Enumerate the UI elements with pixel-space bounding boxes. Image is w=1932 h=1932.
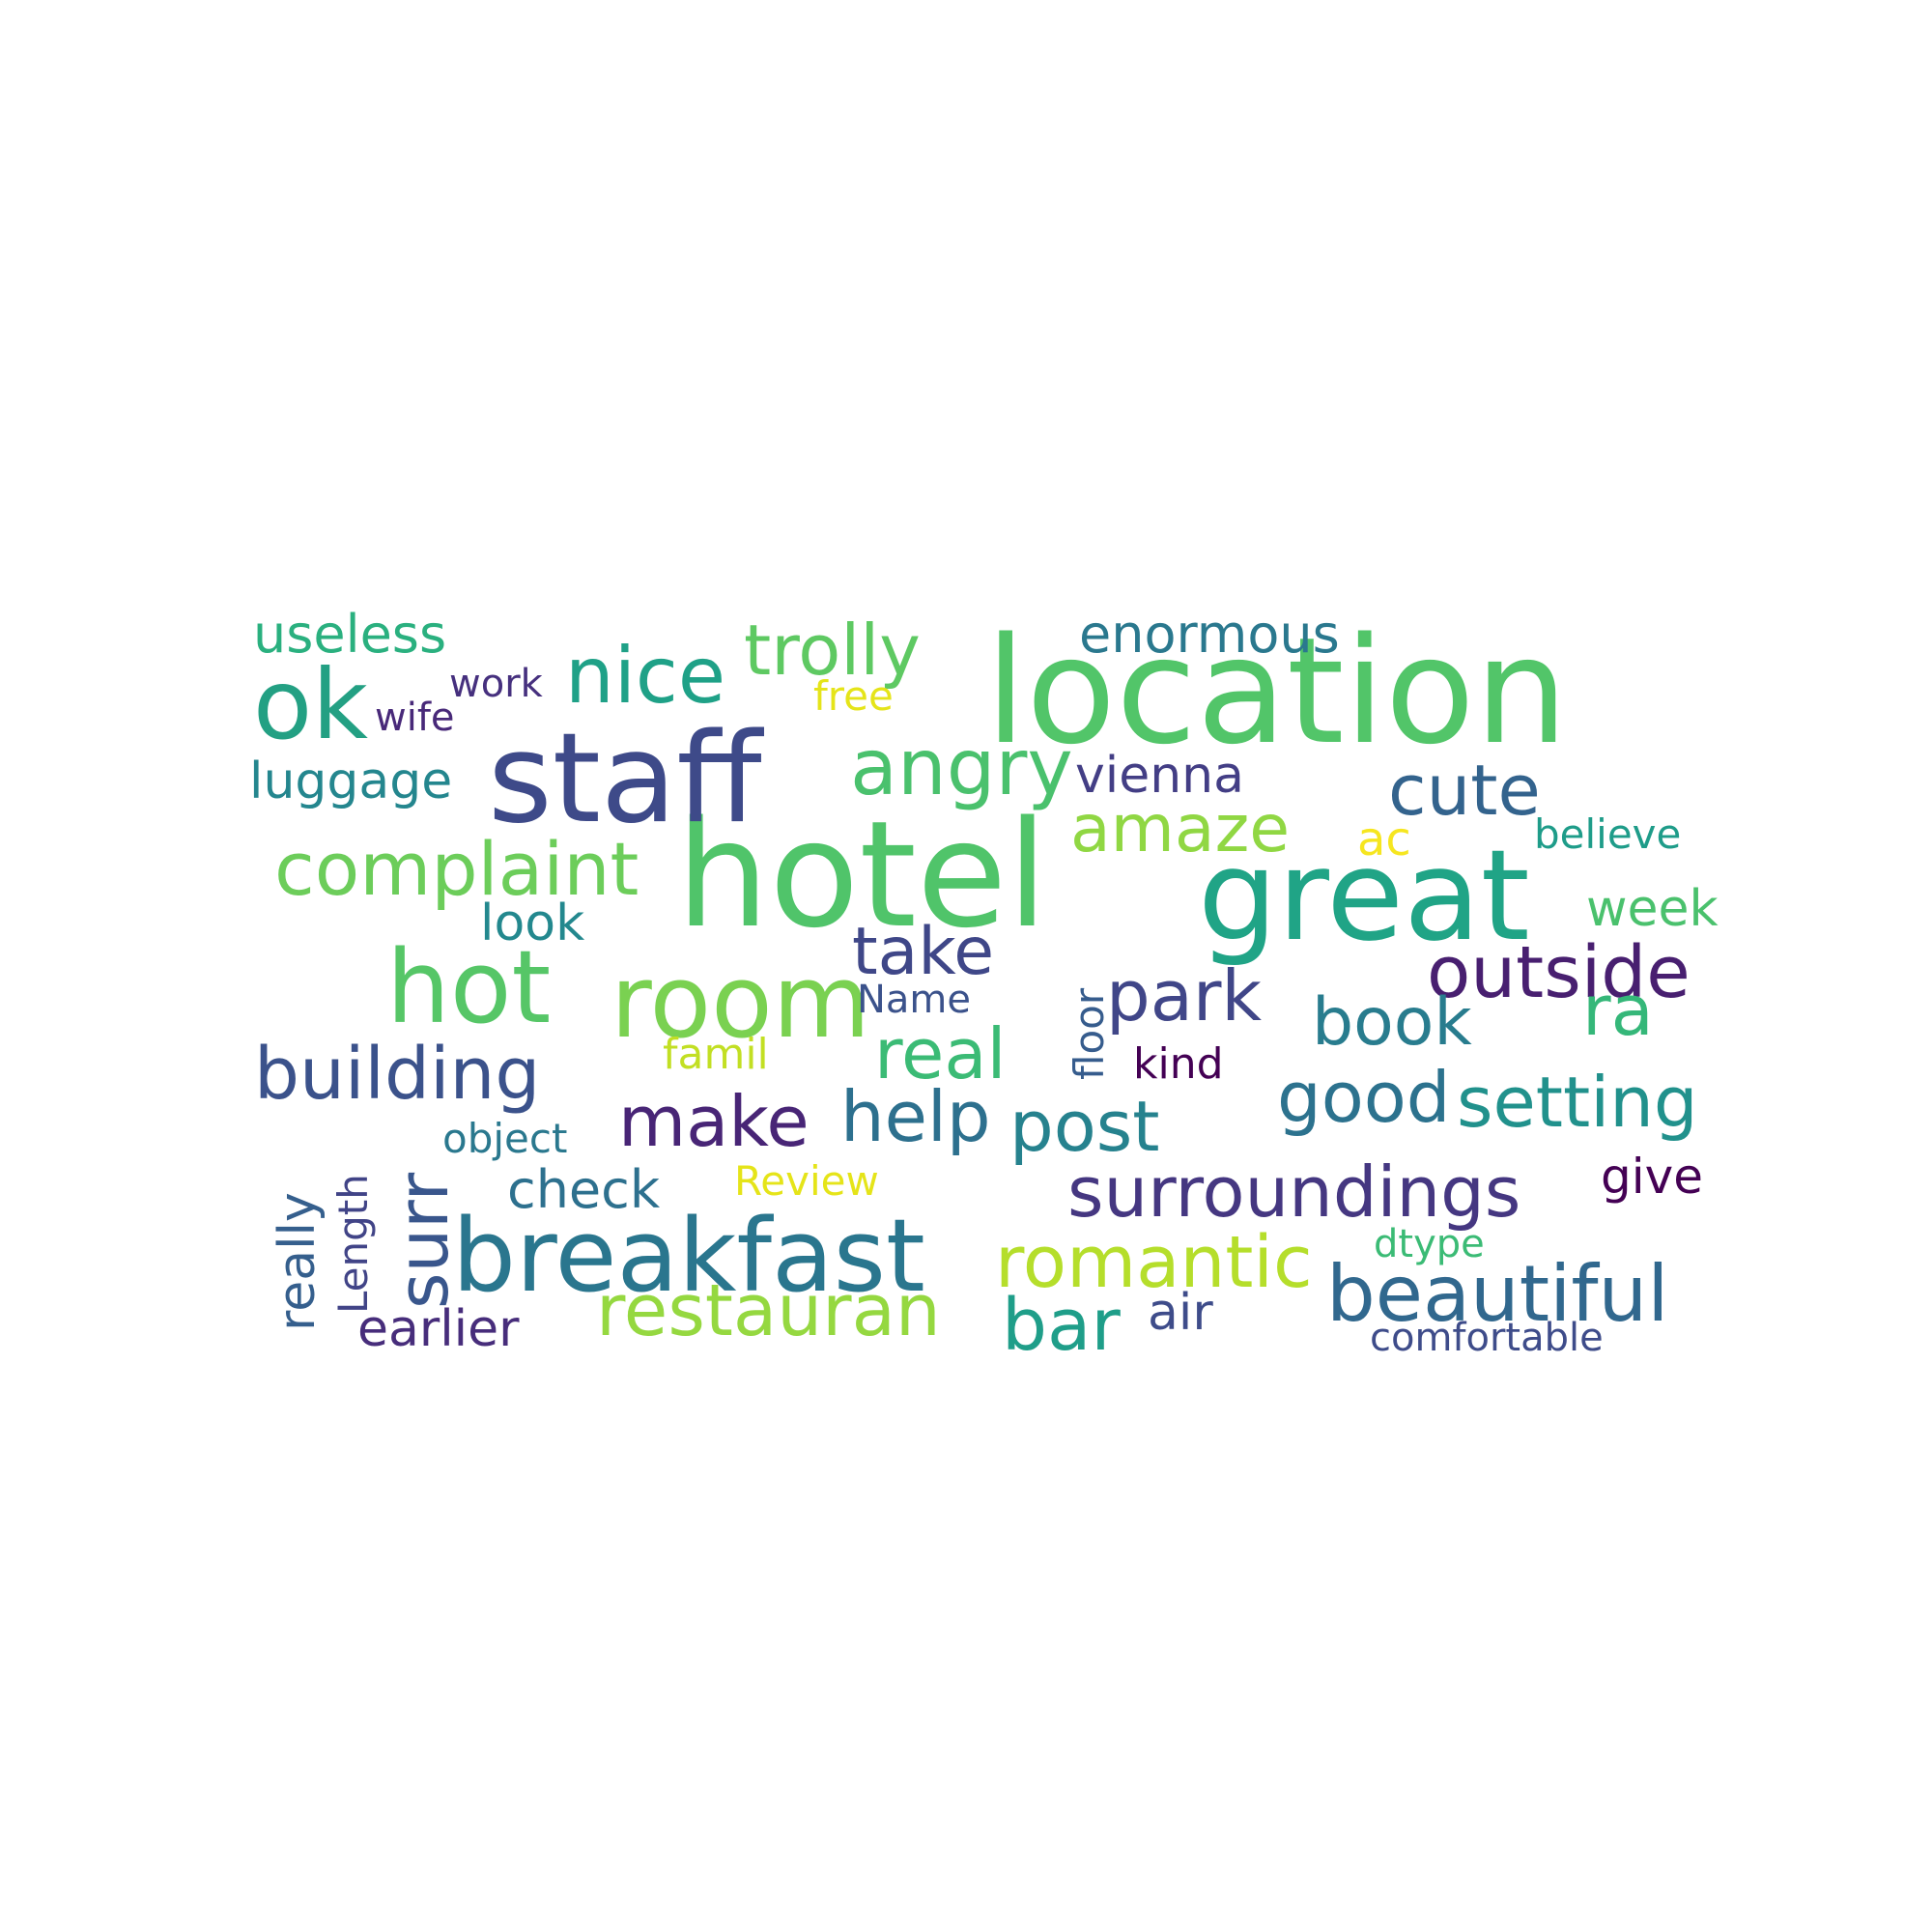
word-air: air [1148, 1284, 1213, 1342]
word-floor: floor [1065, 987, 1113, 1080]
word-room: room [611, 943, 871, 1061]
word-building: building [254, 1033, 541, 1116]
word-location: location [985, 606, 1569, 777]
word-hotel: hotel [676, 789, 1048, 960]
word-wife: wife [375, 696, 455, 740]
word-work: work [449, 662, 543, 706]
word-look: look [480, 895, 585, 952]
word-hot: hot [386, 928, 552, 1046]
word-week: week [1586, 880, 1719, 938]
word-enormous: enormous [1079, 604, 1340, 665]
word-post: post [1009, 1086, 1160, 1167]
word-nice: nice [565, 631, 726, 721]
word-useless: useless [253, 604, 447, 665]
word-vienna: vienna [1075, 747, 1244, 805]
word-complaint: complaint [274, 826, 639, 912]
word-book: book [1312, 984, 1472, 1061]
word-take: take [852, 914, 995, 990]
word-ok: ok [253, 648, 369, 761]
word-restauran: restauran [596, 1269, 941, 1352]
word-believe: believe [1534, 810, 1682, 858]
word-cute: cute [1388, 750, 1541, 831]
word-check: check [507, 1159, 661, 1220]
word-ra: ra [1582, 970, 1654, 1051]
word-help: help [840, 1076, 991, 1157]
word-surr: surr [383, 1172, 464, 1309]
word-Review: Review [734, 1157, 879, 1205]
word-romantic: romantic [995, 1221, 1313, 1304]
word-comfortable: comfortable [1370, 1316, 1604, 1360]
word-trolly: trolly [744, 610, 921, 691]
word-angry: angry [850, 723, 1073, 812]
word-make: make [618, 1081, 810, 1162]
word-really: really [269, 1192, 327, 1331]
word-breakfast: breakfast [452, 1197, 925, 1315]
word-luggage: luggage [249, 753, 453, 810]
word-outside: outside [1427, 931, 1690, 1014]
word-real: real [874, 1013, 1007, 1094]
word-setting: setting [1457, 1062, 1698, 1143]
word-famil: famil [663, 1030, 769, 1079]
word-free: free [813, 672, 894, 720]
word-great: great [1198, 822, 1530, 969]
word-dtype: dtype [1374, 1222, 1485, 1266]
word-give: give [1601, 1149, 1703, 1205]
word-good: good [1277, 1057, 1451, 1138]
word-object: object [442, 1115, 568, 1162]
word-Name: Name [857, 978, 972, 1022]
word-staff: staff [488, 707, 762, 851]
word-earlier: earlier [357, 1300, 520, 1358]
word-amaze: amaze [1070, 791, 1291, 867]
word-beautiful: beautiful [1326, 1249, 1669, 1339]
word-kind: kind [1133, 1039, 1224, 1089]
word-park: park [1106, 955, 1263, 1037]
word-Length: Length [329, 1174, 377, 1314]
word-surroundings: surroundings [1067, 1151, 1521, 1233]
word-bar: bar [1002, 1284, 1121, 1367]
word-ac: ac [1357, 812, 1411, 867]
